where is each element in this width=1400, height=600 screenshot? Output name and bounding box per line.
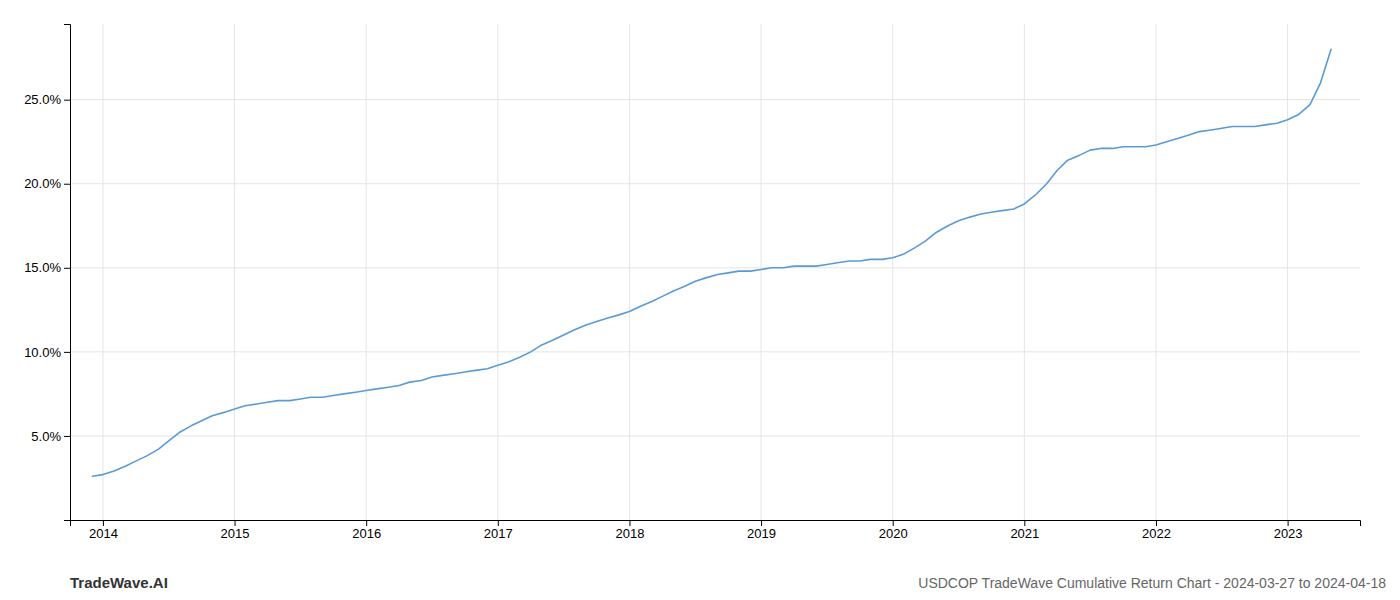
grid-line: [629, 24, 630, 520]
tick-mark: [103, 520, 104, 526]
grid-line: [70, 267, 1360, 268]
tick-label: 2017: [484, 526, 513, 541]
tick: 10.0%: [24, 345, 70, 360]
tick: 2018: [615, 520, 644, 541]
grid-line: [70, 435, 1360, 436]
tick-mark: [629, 520, 630, 526]
tick-mark: [64, 100, 70, 101]
background: [0, 0, 1400, 600]
tick-mark: [893, 520, 894, 526]
tick-label: 20.0%: [24, 176, 61, 191]
tick: 2015: [221, 520, 250, 541]
tick-label: 2015: [221, 526, 250, 541]
plot: 2014 2015 2016 2017 2018 2019 2020 2021 2022 2023…: [24, 24, 1360, 541]
grid-line: [70, 99, 1360, 100]
tick-mark: [64, 436, 70, 437]
tick-mark: [1156, 520, 1157, 526]
tick-mark: [1024, 520, 1025, 526]
tick: 2020: [879, 520, 908, 541]
grid-line: [1024, 24, 1025, 520]
tick: 15.0%: [24, 260, 70, 275]
tick-label: 2019: [747, 526, 776, 541]
tick-mark: [1288, 520, 1289, 526]
tick: 2016: [352, 520, 381, 541]
chart: 2014 2015 2016 2017 2018 2019 2020 2021 2022 2023…: [0, 0, 1400, 600]
marks: [92, 49, 1331, 476]
tick-label: 25.0%: [24, 92, 61, 107]
axis-line: [71, 521, 1361, 527]
y-axis: 5.0% 10.0% 15.0% 20.0% 25.0%: [24, 25, 70, 521]
tick: 5.0%: [31, 429, 70, 444]
axis-line: [64, 25, 71, 521]
grid-line: [70, 351, 1360, 352]
tick: 2022: [1142, 520, 1171, 541]
tick-label: 5.0%: [31, 429, 61, 444]
grid: [70, 24, 1360, 520]
title: USDCOP TradeWave Cumulative Return Chart…: [918, 575, 1386, 591]
line: [92, 49, 1331, 476]
grid-line: [761, 24, 762, 520]
tick-mark: [761, 520, 762, 526]
tick-label: 2022: [1142, 526, 1171, 541]
tick: 25.0%: [24, 92, 70, 107]
tick-mark: [366, 520, 367, 526]
tick: 2017: [484, 520, 513, 541]
tick-mark: [64, 268, 70, 269]
tick-label: 10.0%: [24, 345, 61, 360]
tick-mark: [64, 352, 70, 353]
tick-label: 2023: [1274, 526, 1303, 541]
grid-line: [1155, 24, 1156, 520]
grid-line: [1287, 24, 1288, 520]
tick-label: 2021: [1010, 526, 1039, 541]
grid-line: [366, 24, 367, 520]
tick-label: 2016: [352, 526, 381, 541]
tick-label: 2020: [879, 526, 908, 541]
grid-line: [102, 24, 103, 520]
x-axis: 2014 2015 2016 2017 2018 2019 2020 2021 2022 2023: [71, 520, 1361, 541]
tick: 2023: [1274, 520, 1303, 541]
grid-line: [70, 183, 1360, 184]
tick: 20.0%: [24, 176, 70, 191]
tick: 2014: [89, 520, 118, 541]
tick: 2021: [1010, 520, 1039, 541]
tick-mark: [64, 184, 70, 185]
tick-label: 2018: [615, 526, 644, 541]
tick-mark: [498, 520, 499, 526]
tick-label: 2014: [89, 526, 118, 541]
tick: 2019: [747, 520, 776, 541]
grid-line: [497, 24, 498, 520]
tick-mark: [235, 520, 236, 526]
tick-label: 15.0%: [24, 260, 61, 275]
grid-line: [234, 24, 235, 520]
grid-line: [892, 24, 893, 520]
watermark: TradeWave.AI: [70, 574, 168, 591]
